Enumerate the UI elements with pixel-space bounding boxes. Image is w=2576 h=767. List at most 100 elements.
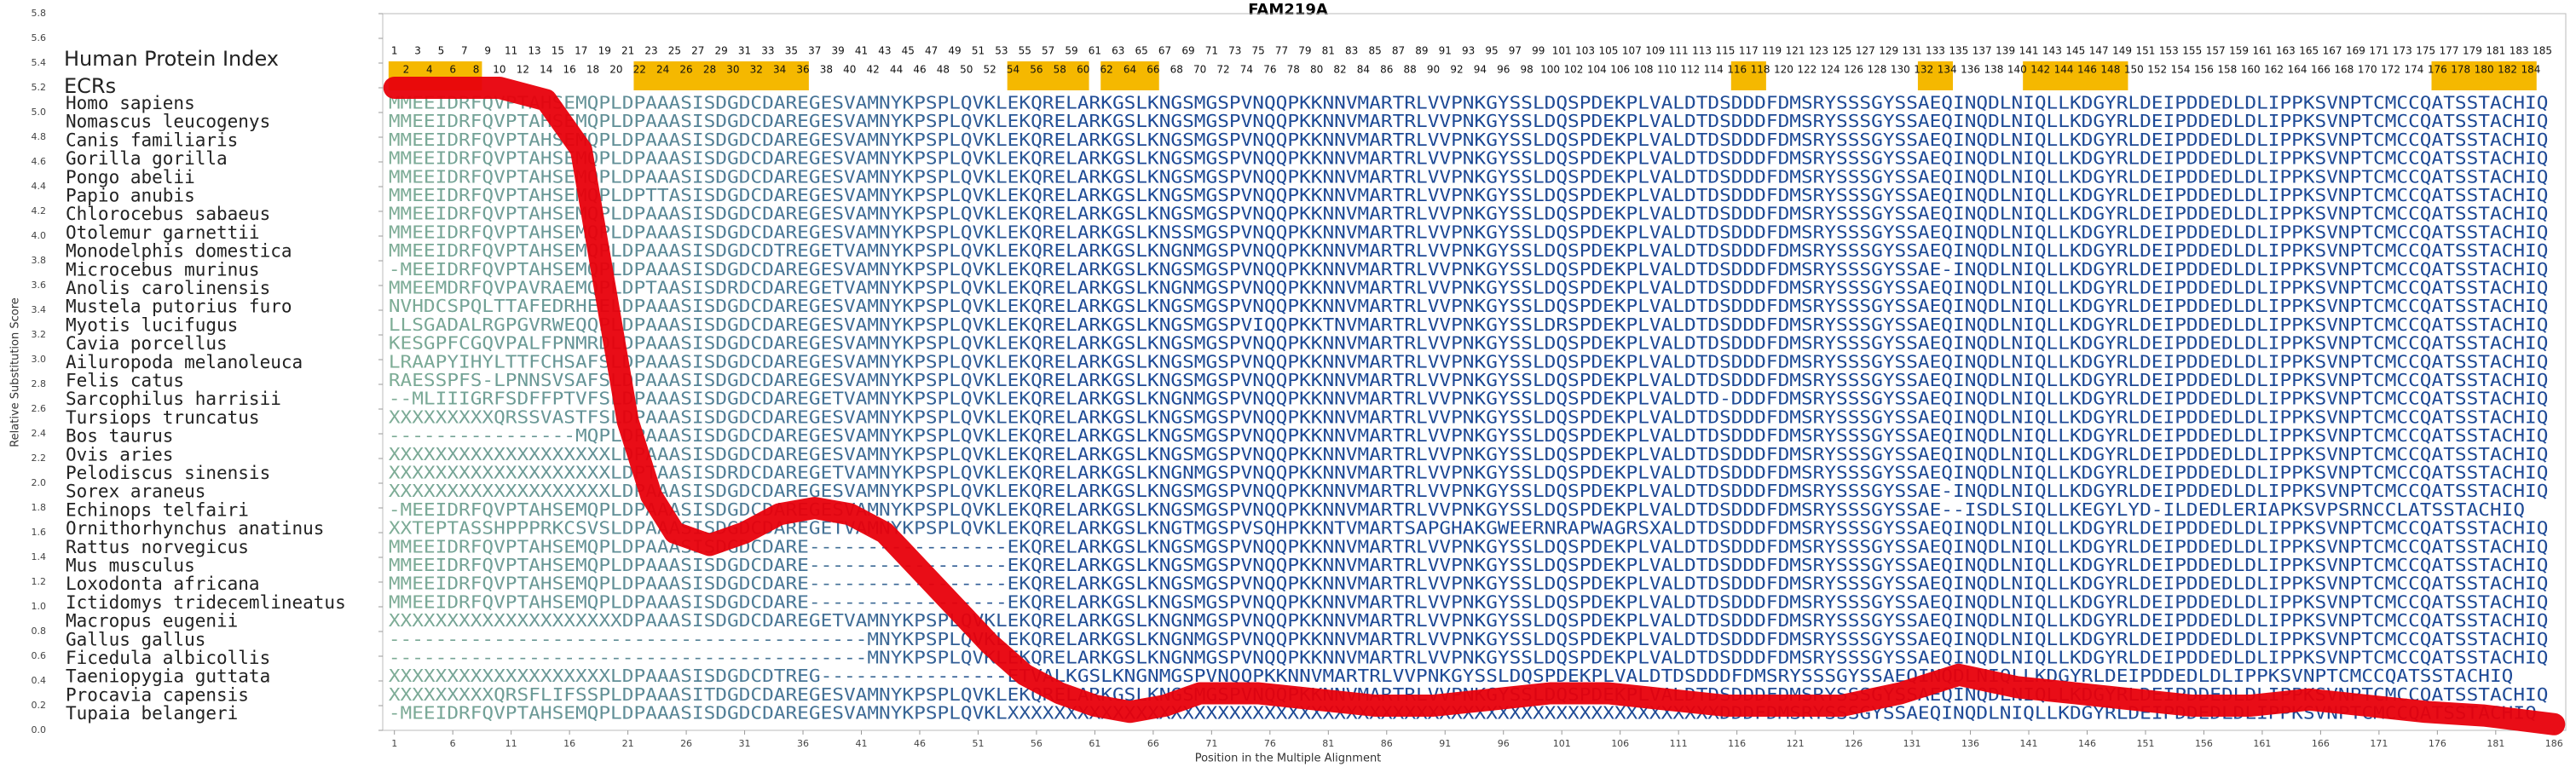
sequence: XXXXXXXXXXXXXXXXXXXLDPTAASISDRDCDAREGETV…: [389, 463, 2549, 483]
index-number: 116: [1727, 64, 1747, 76]
y-tick-label: 0.6: [32, 650, 47, 661]
index-number: 182: [2498, 64, 2517, 76]
index-number: 28: [703, 64, 716, 76]
index-number: 124: [1821, 64, 1840, 76]
x-tick-label: 46: [914, 738, 926, 749]
index-number: 24: [656, 64, 669, 76]
index-number: 163: [2276, 45, 2296, 57]
index-number: 171: [2369, 45, 2388, 57]
index-number: 183: [2510, 45, 2529, 57]
x-tick-label: 71: [1205, 738, 1217, 749]
index-number: 91: [1439, 45, 1452, 57]
index-number: 20: [609, 64, 622, 76]
x-tick-label: 96: [1498, 738, 1510, 749]
index-number: 114: [1704, 64, 1724, 76]
index-number: 40: [843, 64, 856, 76]
index-number: 74: [1240, 64, 1253, 76]
index-number: 153: [2159, 45, 2179, 57]
sequence: MMEEIDRFQVPTAHSEMQPLDPAAASISDGDCDARE----…: [389, 591, 2549, 612]
species-label: Rattus norvegicus: [66, 537, 249, 557]
index-number: 117: [1739, 45, 1759, 57]
index-number: 130: [1891, 64, 1910, 76]
index-number: 2: [403, 64, 410, 76]
species-label: Canis familiaris: [66, 130, 238, 150]
index-number: 47: [925, 45, 938, 57]
index-number: 103: [1575, 45, 1595, 57]
index-number: 27: [691, 45, 704, 57]
sequence: NVHDCSPQLTTAFEDRHEELDPAAASISDGDCDAREGESV…: [389, 296, 2549, 316]
x-tick-label: 31: [739, 738, 751, 749]
index-number: 148: [2100, 64, 2120, 76]
y-tick-label: 5.8: [32, 8, 47, 19]
index-number: 93: [1462, 45, 1475, 57]
index-number: 88: [1404, 64, 1417, 76]
index-number: 36: [796, 64, 809, 76]
y-tick-label: 4.4: [32, 181, 47, 192]
index-number: 142: [2030, 64, 2050, 76]
species-label: Procavia capensis: [66, 684, 249, 705]
y-tick-label: 1.4: [32, 551, 47, 562]
index-number: 77: [1275, 45, 1288, 57]
x-tick-label: 6: [450, 738, 456, 749]
index-number: 10: [493, 64, 505, 76]
index-number: 144: [2054, 64, 2074, 76]
index-number: 11: [505, 45, 517, 57]
x-tick-label: 106: [1611, 738, 1629, 749]
index-number: 164: [2288, 64, 2307, 76]
index-number: 37: [808, 45, 821, 57]
index-number: 158: [2217, 64, 2237, 76]
index-number: 102: [1563, 64, 1583, 76]
index-number: 138: [1984, 64, 2003, 76]
species-label: Anolis carolinensis: [66, 278, 270, 298]
index-number: 143: [2042, 45, 2062, 57]
index-number: 101: [1552, 45, 1572, 57]
y-tick-label: 5.2: [32, 82, 47, 93]
species-label: Tupaia belangeri: [66, 703, 238, 724]
species-label: Gallus gallus: [66, 629, 205, 649]
x-tick-label: 61: [1089, 738, 1100, 749]
x-tick-label: 166: [2312, 738, 2330, 749]
index-number: 135: [1949, 45, 1968, 57]
sequence: MMEEIDRFQVPTAHSEMQPLDPAAASISDGDCDAREGESV…: [389, 130, 2549, 150]
index-number: 109: [1645, 45, 1665, 57]
index-number: 87: [1392, 45, 1405, 57]
index-number: 72: [1216, 64, 1229, 76]
x-tick-label: 131: [1903, 738, 1921, 749]
sequence: XXXXXXXXXXXXXXXXXXXLDPAAASISDGDCDTREG---…: [389, 666, 2514, 686]
index-number: 139: [1996, 45, 2015, 57]
index-number: 54: [1007, 64, 1019, 76]
species-label: Loxodonta africana: [66, 574, 260, 594]
index-number: 15: [552, 45, 564, 57]
index-number: 167: [2323, 45, 2342, 57]
sequence: ----------------MQPLDPAAASISDGDCDAREGESV…: [389, 425, 2549, 446]
index-number: 176: [2428, 64, 2447, 76]
sequence: MMEEIDRFQVPTAHSEMQPLDPAAASISDGDCDAREGESV…: [389, 148, 2549, 169]
y-tick-label: 0.2: [32, 700, 47, 711]
index-number: 38: [820, 64, 833, 76]
index-number: 175: [2416, 45, 2435, 57]
index-number: 43: [878, 45, 891, 57]
index-number: 56: [1030, 64, 1043, 76]
y-axis-label: Relative Substitution Score: [9, 297, 22, 447]
sequence: -MEEIDRFQVPTAHSEMQPLDPAAASISDGDCDAREGESV…: [389, 499, 2525, 520]
index-number: 125: [1832, 45, 1851, 57]
index-number: 21: [621, 45, 634, 57]
index-number: 140: [2007, 64, 2027, 76]
index-number: 62: [1100, 64, 1112, 76]
index-number: 25: [668, 45, 681, 57]
y-tick-label: 3.4: [32, 304, 47, 315]
index-number: 141: [2019, 45, 2039, 57]
index-number: 155: [2182, 45, 2202, 57]
y-tick-label: 1.0: [32, 601, 47, 612]
index-number: 34: [773, 64, 786, 76]
species-label: Ictidomys tridecemlineatus: [66, 592, 346, 613]
index-number: 128: [1868, 64, 1887, 76]
index-number: 133: [1926, 45, 1945, 57]
x-tick-label: 101: [1553, 738, 1571, 749]
index-number: 169: [2346, 45, 2365, 57]
species-label: Taeniopygia guttata: [66, 666, 270, 687]
x-tick-label: 121: [1787, 738, 1805, 749]
index-number: 152: [2147, 64, 2167, 76]
y-tick-label: 0.0: [32, 724, 47, 735]
x-tick-label: 66: [1147, 738, 1159, 749]
